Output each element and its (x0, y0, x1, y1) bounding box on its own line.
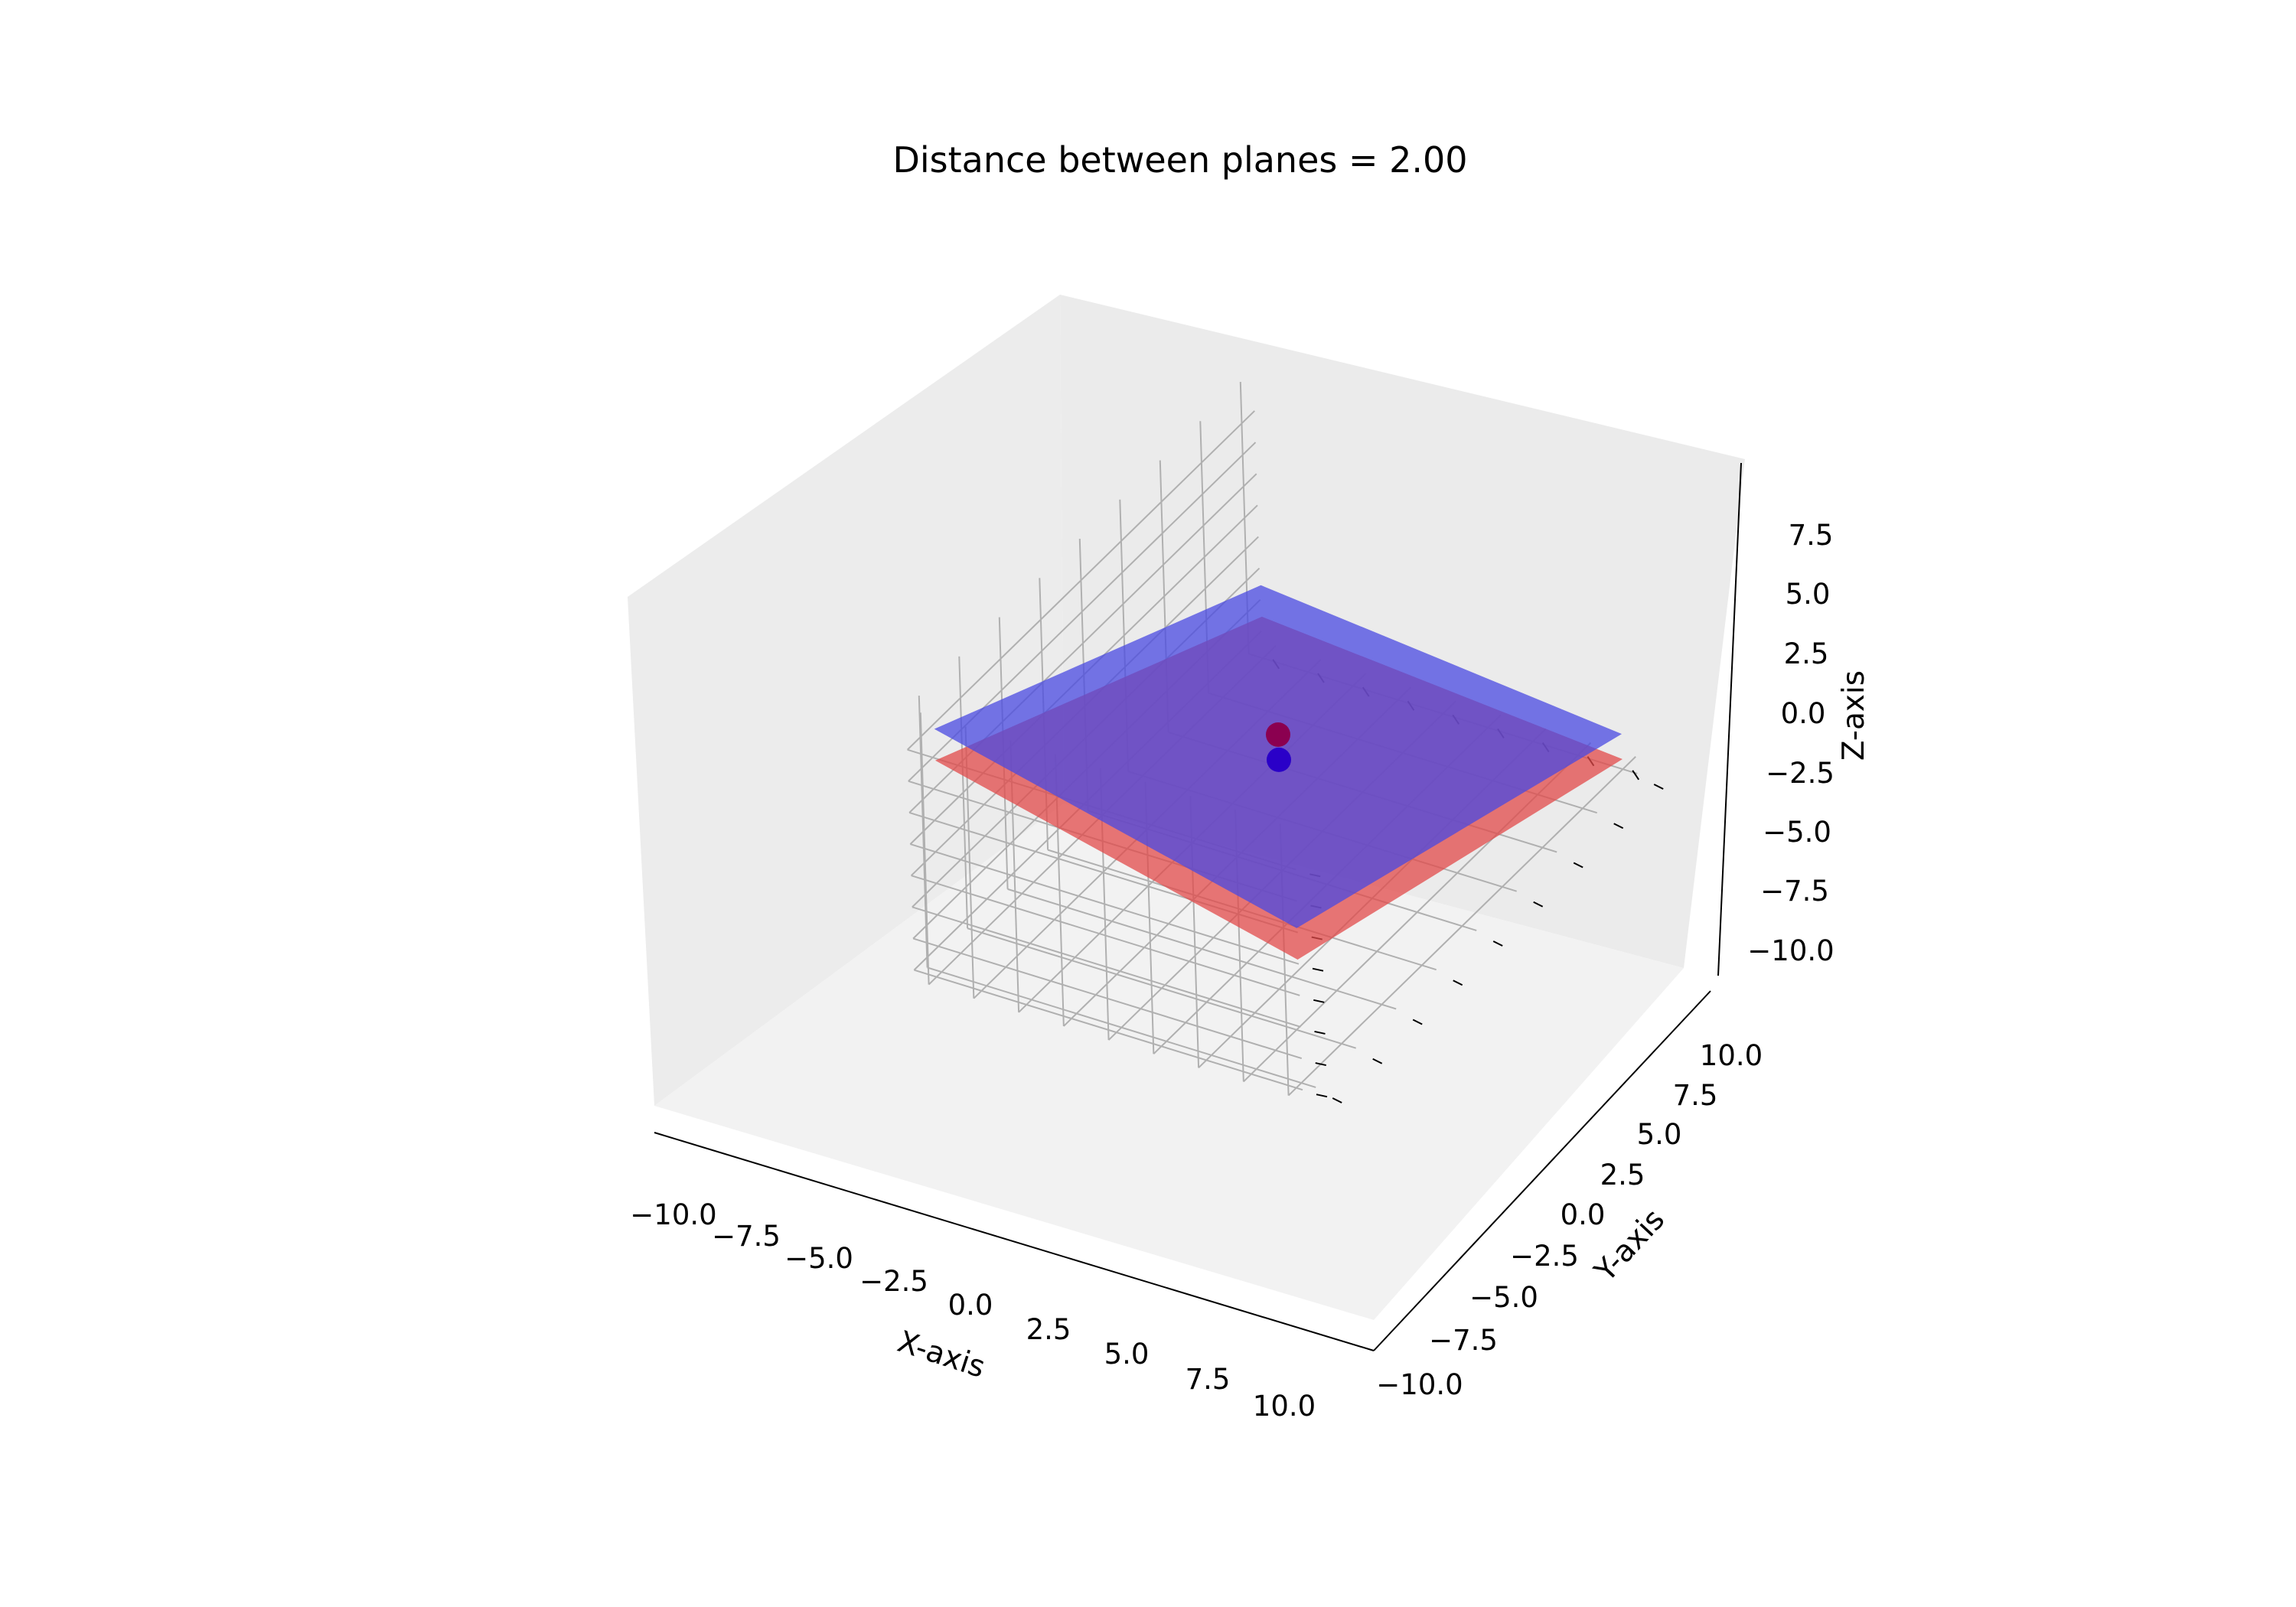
x-tick-label: −10.0 (630, 1198, 716, 1231)
y-tick-mark (1492, 940, 1503, 947)
y-tick-label: 7.5 (1673, 1079, 1718, 1112)
right-pane-gridline-z (912, 906, 1301, 1028)
chart-title: Distance between planes = 2.00 (892, 139, 1467, 181)
z-tick-mark (1315, 1062, 1326, 1067)
x-tick-label: 0.0 (948, 1289, 993, 1322)
y-tick-mark (1412, 1019, 1423, 1025)
x-tick-label: −2.5 (859, 1265, 928, 1298)
x-tick-label: 2.5 (1026, 1313, 1071, 1346)
right-pane-gridline-z (914, 969, 1303, 1091)
x-tick-label: −5.0 (784, 1242, 853, 1275)
z-tick-label: −5.0 (1763, 816, 1831, 849)
z-axis-line (1717, 462, 1742, 976)
floor-pane (654, 804, 1684, 1320)
floor-gridline-y (967, 927, 1356, 1049)
y-tick-mark (1613, 823, 1624, 830)
x-axis-line (654, 1132, 1375, 1351)
y-tick-mark (1573, 862, 1583, 869)
x-tick-label: 10.0 (1253, 1390, 1316, 1423)
y-axis-line (1373, 990, 1711, 1351)
floor-gridline-x (1287, 756, 1636, 1097)
y-tick-mark (1372, 1058, 1383, 1064)
z-tick-label: −7.5 (1760, 875, 1829, 908)
y-tick-mark (1453, 980, 1463, 986)
x-tick-label: 7.5 (1186, 1363, 1231, 1396)
floor-gridline-y (1007, 888, 1397, 1010)
z-tick-mark (1313, 999, 1325, 1003)
left-pane (628, 295, 1064, 1106)
floor-gridline-y (927, 966, 1316, 1088)
z-tick-label: 7.5 (1789, 519, 1834, 552)
y-tick-label: −7.5 (1429, 1324, 1498, 1357)
y-tick-label: 10.0 (1700, 1039, 1763, 1072)
point-2 (1267, 747, 1291, 772)
z-tick-label: 2.5 (1784, 637, 1829, 670)
right-pane-gridline-z (911, 875, 1300, 996)
y-tick-mark (1653, 784, 1664, 790)
y-tick-label: −2.5 (1510, 1240, 1579, 1273)
x-tick-label: −7.5 (712, 1220, 781, 1253)
y-tick-mark (1533, 901, 1544, 908)
y-tick-label: 2.5 (1600, 1159, 1645, 1191)
z-tick-mark (1312, 967, 1324, 972)
right-pane-gridline-z (910, 843, 1300, 965)
z-axis-label: Z-axis (1837, 670, 1871, 761)
z-tick-mark (1316, 1094, 1328, 1098)
z-tick-mark (1314, 1030, 1326, 1035)
x-axis-label: X-axis (893, 1325, 989, 1385)
left-pane-gridline-z (906, 410, 1255, 751)
x-tick-label: 5.0 (1104, 1338, 1150, 1371)
point-1 (1266, 722, 1290, 747)
z-tick-label: 5.0 (1786, 578, 1831, 611)
z-tick-label: 0.0 (1781, 697, 1826, 730)
y-tick-label: −5.0 (1469, 1281, 1538, 1314)
z-tick-label: −10.0 (1747, 934, 1834, 967)
z-tick-label: −2.5 (1766, 757, 1835, 790)
y-tick-mark (1332, 1097, 1342, 1103)
marks-layer (1266, 722, 1291, 772)
y-tick-label: 5.0 (1637, 1118, 1682, 1151)
x-tick-mark (1632, 770, 1640, 781)
y-tick-label: 0.0 (1561, 1198, 1606, 1231)
right-pane-gridline-z (912, 937, 1303, 1060)
y-tick-label: −10.0 (1376, 1368, 1463, 1401)
